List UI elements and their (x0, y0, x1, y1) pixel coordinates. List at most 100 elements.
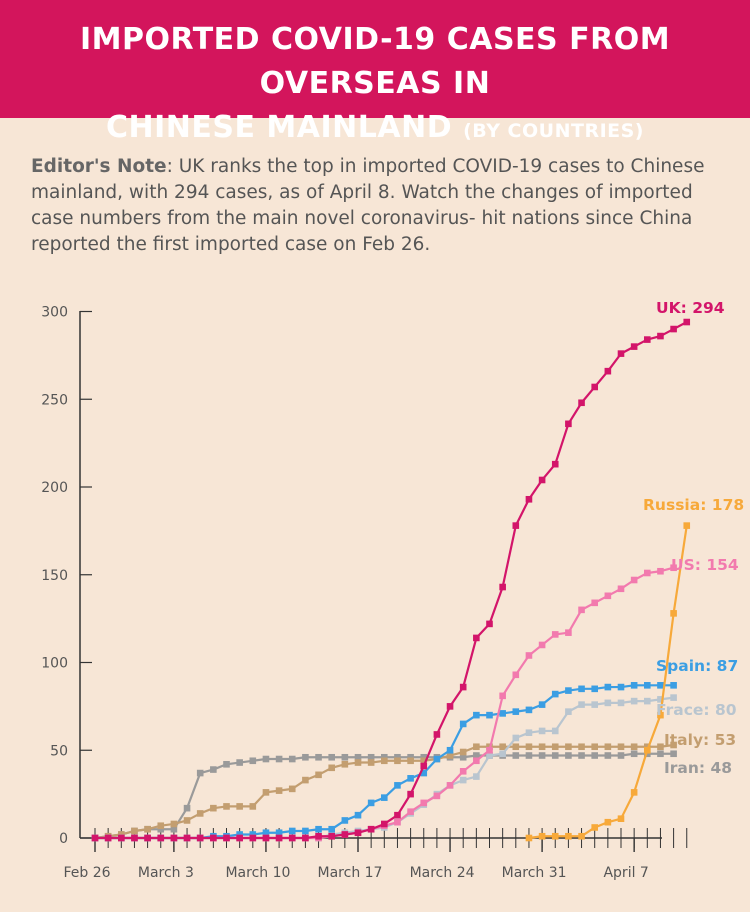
page-title: IMPORTED COVID-19 CASES FROM OVERSEAS IN… (0, 18, 750, 153)
data-point (170, 825, 178, 833)
data-point (499, 583, 506, 591)
data-point (617, 815, 625, 822)
y-tick-label: 300 (41, 305, 68, 321)
data-point (381, 757, 388, 765)
editors-note-text: : UK ranks the top in imported COVID-19 … (31, 156, 705, 255)
data-point (170, 820, 178, 828)
data-point (459, 748, 467, 756)
data-point (420, 757, 428, 765)
axes: 0 50 100 150 200 250 300 Feb 26 March 3 March 10 M… (41, 305, 688, 881)
data-point (433, 731, 441, 738)
data-point (644, 746, 651, 754)
data-point (459, 768, 467, 775)
data-point (381, 753, 388, 761)
data-point (407, 790, 414, 798)
data-point (223, 834, 230, 842)
header-banner (0, 0, 750, 118)
data-point (578, 752, 585, 759)
data-point (630, 697, 638, 705)
data-point (354, 811, 362, 819)
data-point (196, 810, 204, 817)
data-point (657, 682, 664, 689)
data-point (249, 757, 257, 765)
data-point (538, 476, 546, 484)
data-point (604, 818, 612, 826)
data-point (446, 752, 454, 759)
data-point (525, 652, 533, 659)
data-point (381, 794, 388, 801)
series-italy (91, 741, 677, 842)
data-point (617, 743, 625, 751)
x-tick-label: March 31 (502, 865, 567, 881)
data-point (302, 753, 309, 761)
data-point (407, 753, 414, 761)
title-line-2: CHINESE MAINLAND (BY COUNTRIES) (0, 106, 750, 153)
data-point (210, 766, 217, 773)
data-point (236, 834, 243, 842)
data-point (644, 743, 651, 751)
series-russia (525, 522, 691, 842)
data-point (433, 755, 441, 763)
data-point (183, 834, 191, 842)
data-point (236, 759, 243, 766)
data-point (578, 832, 585, 840)
data-point (459, 720, 467, 728)
title-suffix: (BY COUNTRIES) (463, 120, 644, 142)
data-point (367, 759, 375, 766)
data-point (617, 752, 625, 759)
data-point (486, 711, 493, 719)
data-point (394, 757, 401, 765)
data-point (551, 727, 559, 735)
data-point (578, 701, 585, 708)
data-point (459, 776, 467, 784)
data-point (354, 753, 362, 761)
data-point (381, 820, 388, 828)
data-point (407, 775, 414, 782)
data-point (473, 757, 480, 765)
data-point (446, 703, 454, 710)
data-point (591, 752, 598, 759)
data-point (328, 753, 335, 761)
data-point (157, 834, 165, 842)
series-end-label: Russia: 178 (643, 496, 744, 514)
series-end-label: Frace: 80 (656, 701, 737, 719)
data-point (512, 671, 520, 679)
data-point (275, 787, 283, 794)
data-point (551, 460, 559, 468)
y-tick-label: 200 (41, 480, 68, 496)
data-point (630, 789, 638, 796)
data-point (591, 701, 598, 708)
y-tick-label: 50 (50, 743, 68, 759)
data-point (196, 769, 204, 777)
data-point (196, 834, 204, 842)
data-point (275, 834, 283, 842)
data-point (630, 743, 638, 751)
data-point (328, 764, 335, 772)
data-point (354, 829, 362, 837)
data-point (670, 610, 677, 617)
data-point (459, 753, 467, 761)
data-point (551, 832, 559, 840)
data-point (104, 834, 112, 842)
data-point (473, 634, 480, 642)
data-point (551, 690, 559, 698)
data-point (657, 743, 664, 751)
data-point (459, 683, 467, 691)
data-point (486, 752, 493, 759)
data-point (157, 825, 165, 833)
data-point (118, 831, 125, 838)
data-point (262, 829, 270, 837)
data-point (604, 367, 612, 375)
data-point (262, 789, 270, 796)
data-point (538, 641, 546, 649)
data-point (604, 752, 612, 759)
data-point (499, 743, 506, 751)
data-point (394, 818, 401, 826)
data-point (394, 753, 401, 761)
series-uk (91, 318, 691, 842)
data-point (367, 825, 375, 833)
data-point (578, 399, 585, 407)
data-point (657, 750, 664, 758)
data-point (183, 817, 191, 824)
